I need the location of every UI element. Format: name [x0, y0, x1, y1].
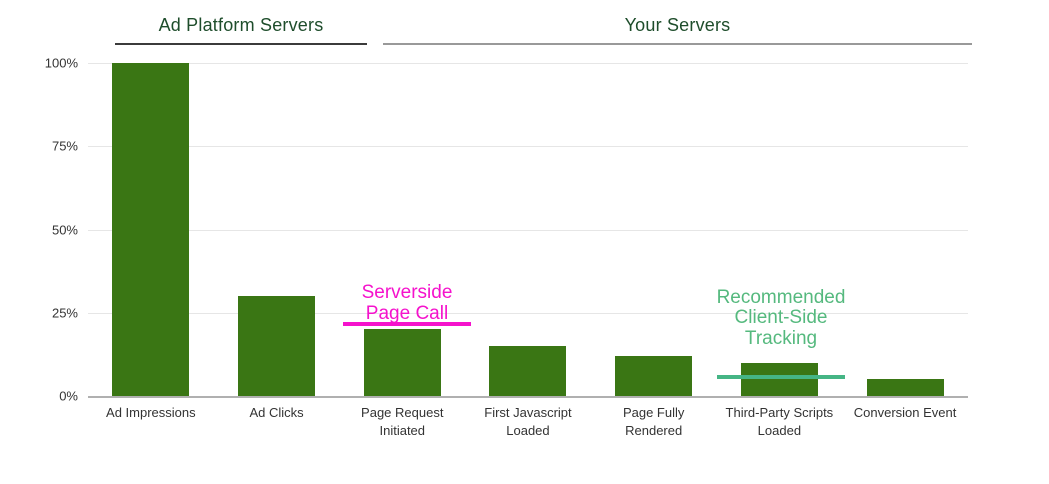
annotation-recommended-client-side-tracking: Recommended Client-Side Tracking [691, 287, 871, 349]
annotation-line-2: Client-Side [734, 307, 828, 329]
bar-band [842, 63, 968, 396]
annotation-line-1: Serverside [361, 282, 453, 303]
group-header-ad-platform-servers: Ad Platform Servers [158, 15, 324, 35]
x-axis-label: First Javascript Loaded [484, 405, 572, 438]
x-axis-label: Ad Impressions [106, 405, 196, 420]
x-axis-labels: Ad Impressions Ad Clicks Page Request Init… [88, 404, 968, 439]
bar-band [339, 63, 465, 396]
annotation-marker-recommended-tracking [717, 375, 845, 379]
bar-series [88, 63, 968, 396]
bar-band [465, 63, 591, 396]
annotation-line-1: Recommended [716, 287, 846, 308]
x-axis-label: Page Fully Rendered [622, 405, 685, 438]
annotation-line-2: Page Call [365, 302, 449, 324]
x-axis-label: Third-Party Scripts Loaded [725, 405, 834, 438]
y-axis-tick-label: 0% [59, 388, 78, 404]
gridline-50 [88, 229, 968, 231]
x-axis-label: Ad Clicks [249, 405, 304, 420]
group-header-underline-ad-platform [115, 43, 367, 45]
bar-band [214, 63, 340, 396]
x-axis-line [88, 396, 968, 398]
bar-band [591, 63, 717, 396]
y-axis-tick-label: 100% [44, 55, 78, 71]
bar [615, 356, 693, 396]
bar [112, 63, 190, 396]
bar [489, 346, 567, 396]
annotation-line-3: Tracking [744, 327, 818, 349]
bar-band [717, 63, 843, 396]
annotation-marker-serverside-page-call [343, 322, 471, 326]
plot-area: 0% 25% 50% 75% 100% [45, 56, 968, 404]
x-axis-label: Conversion Event [853, 405, 957, 420]
gridline-75 [88, 146, 968, 148]
y-axis-tick-label: 75% [51, 138, 78, 154]
y-axis-tick-label: 50% [51, 222, 78, 237]
bar [866, 379, 944, 396]
gridline-25 [88, 312, 968, 314]
bar-band [88, 63, 214, 396]
y-axis-tick-label: 25% [51, 305, 78, 321]
bar [740, 362, 818, 396]
bar [363, 329, 441, 396]
group-header-underline-your-servers [383, 43, 972, 45]
annotation-serverside-page-call: Serverside Page Call [317, 282, 497, 324]
group-header-your-servers: Your Servers [624, 15, 731, 35]
bar [238, 296, 316, 396]
gridline-100 [88, 63, 968, 64]
x-axis-label: Page Request Initiated [361, 405, 444, 438]
